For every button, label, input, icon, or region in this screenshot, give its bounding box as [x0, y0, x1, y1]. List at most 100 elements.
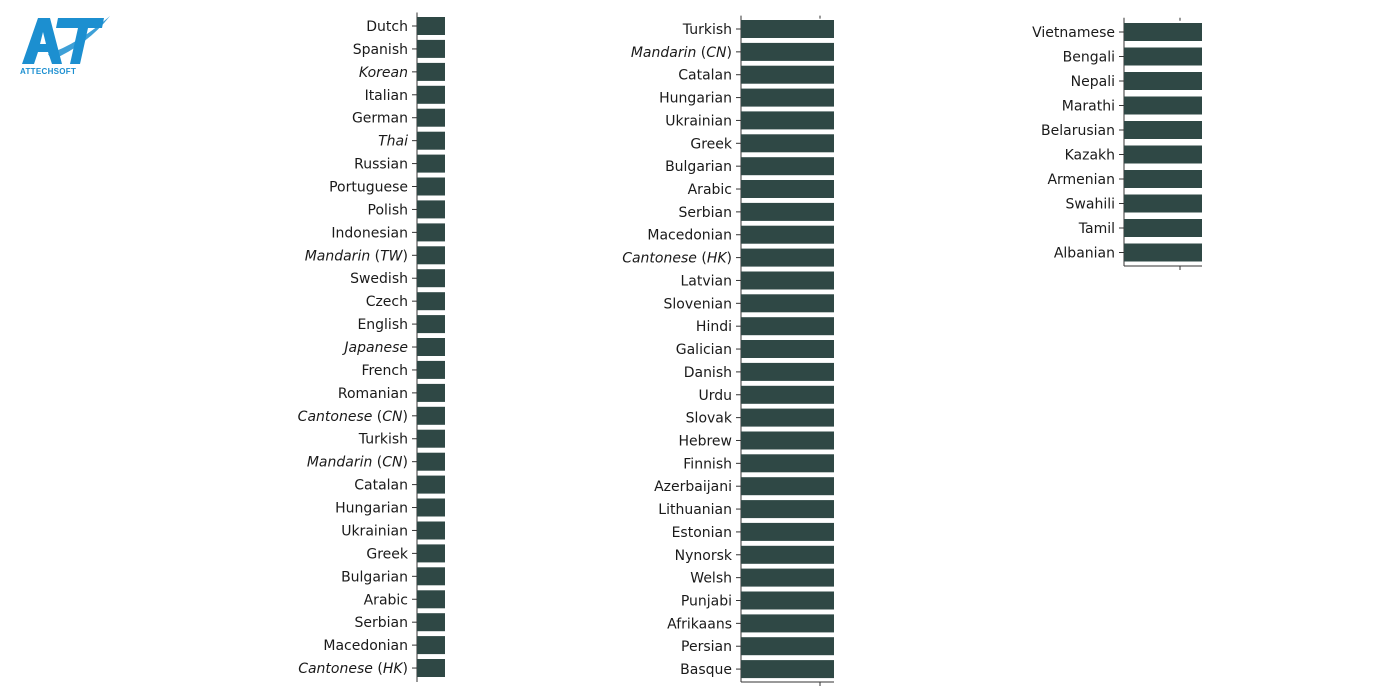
bar — [741, 157, 834, 176]
tick-label: Vietnamese — [1032, 25, 1115, 41]
tick-label: Czech — [366, 294, 408, 310]
bar — [741, 454, 834, 473]
bar — [417, 246, 445, 265]
tick-label: Ukrainian — [665, 113, 732, 129]
tick-label: Mandarin (TW) — [305, 248, 408, 264]
tick-label: Finnish — [683, 456, 732, 472]
bar — [1124, 219, 1202, 237]
tick-label: Kazakh — [1065, 148, 1115, 164]
bar — [741, 88, 834, 107]
tick-label: Indonesian — [331, 225, 408, 241]
tick-label: English — [357, 317, 408, 333]
bar — [417, 315, 445, 334]
tick-label: Estonian — [672, 525, 732, 541]
tick-label: Afrikaans — [667, 616, 732, 632]
tick-label: Danish — [684, 365, 732, 381]
tick-label: Ukrainian — [341, 523, 408, 539]
tick-label: Serbian — [679, 205, 732, 221]
chart-panel-3: Vietnamese Bengali Nepali Marathi Belarusian… — [1032, 17, 1202, 270]
bar — [417, 590, 445, 609]
bar — [741, 522, 834, 541]
bar — [741, 408, 834, 427]
tick-label: Tamil — [1078, 221, 1115, 237]
tick-label: Portuguese — [329, 180, 408, 196]
tick-label: Korean — [359, 65, 408, 81]
tick-label: Hungarian — [659, 91, 732, 107]
tick-label: Marathi — [1062, 99, 1115, 115]
bar — [417, 223, 445, 242]
tick-label: Turkish — [358, 432, 408, 448]
tick-label: Cantonese (HK) — [622, 251, 732, 267]
tick-label: Slovak — [686, 411, 733, 427]
tick-label: Hindi — [696, 319, 732, 335]
bar — [741, 431, 834, 450]
tick-label: Dutch — [366, 19, 408, 35]
bar — [741, 614, 834, 633]
tick-label: Macedonian — [647, 228, 732, 244]
tick-label: Galician — [676, 342, 732, 358]
bar — [417, 452, 445, 471]
tick-label: Arabic — [364, 592, 408, 608]
tick-label: Persian — [681, 639, 732, 655]
tick-label: Urdu — [698, 388, 732, 404]
bar — [1124, 194, 1202, 213]
bar — [1124, 170, 1202, 188]
tick-label: Russian — [354, 157, 408, 173]
tick-label: Japanese — [341, 340, 408, 356]
tick-label: Azerbaijani — [654, 479, 732, 495]
bar — [741, 134, 834, 153]
bar — [417, 39, 445, 58]
tick-label: Greek — [690, 136, 733, 152]
tick-label: Mandarin (CN) — [631, 45, 732, 61]
bar — [741, 362, 834, 381]
bar — [417, 108, 445, 127]
bar — [417, 338, 445, 356]
bar — [417, 200, 445, 219]
tick-label: Thai — [378, 134, 408, 150]
bar — [741, 340, 834, 358]
bar — [417, 475, 445, 494]
tick-label: Nepali — [1071, 74, 1115, 90]
bar — [741, 294, 834, 313]
bar — [741, 500, 834, 519]
bar — [417, 177, 445, 196]
bar — [417, 360, 445, 379]
tick-label: Nynorsk — [675, 548, 733, 564]
bar — [741, 271, 834, 290]
bar — [741, 65, 834, 84]
tick-label: Italian — [365, 88, 408, 104]
bar — [1124, 96, 1202, 115]
brand-name: ATTECHSOFT — [20, 67, 77, 76]
tick-label: Swahili — [1066, 197, 1115, 213]
bar — [417, 62, 445, 81]
tick-label: Slovenian — [664, 296, 732, 312]
bar — [417, 406, 445, 425]
tick-label: Bengali — [1063, 50, 1115, 66]
tick-label: Basque — [680, 662, 732, 678]
bar — [417, 567, 445, 586]
tick-label: Serbian — [355, 615, 408, 631]
tick-label: Lithuanian — [658, 502, 732, 518]
bar — [1124, 145, 1202, 164]
bar — [741, 637, 834, 656]
bar — [741, 568, 834, 587]
bar — [741, 545, 834, 564]
tick-label: Spanish — [353, 42, 408, 58]
bar — [741, 591, 834, 610]
tick-label: Welsh — [690, 571, 732, 587]
bar — [417, 429, 445, 448]
bar — [741, 317, 834, 336]
bar — [741, 42, 834, 61]
bar — [417, 383, 445, 402]
bar — [417, 613, 445, 632]
tick-label: Hebrew — [678, 433, 732, 449]
tick-label: Cantonese (HK) — [298, 661, 408, 677]
bar — [417, 269, 445, 288]
tick-label: Macedonian — [323, 638, 408, 654]
tick-label: French — [361, 363, 408, 379]
tick-label: Latvian — [681, 273, 733, 289]
bar — [741, 180, 834, 198]
bar — [1124, 121, 1202, 139]
tick-label: Swedish — [350, 271, 408, 287]
